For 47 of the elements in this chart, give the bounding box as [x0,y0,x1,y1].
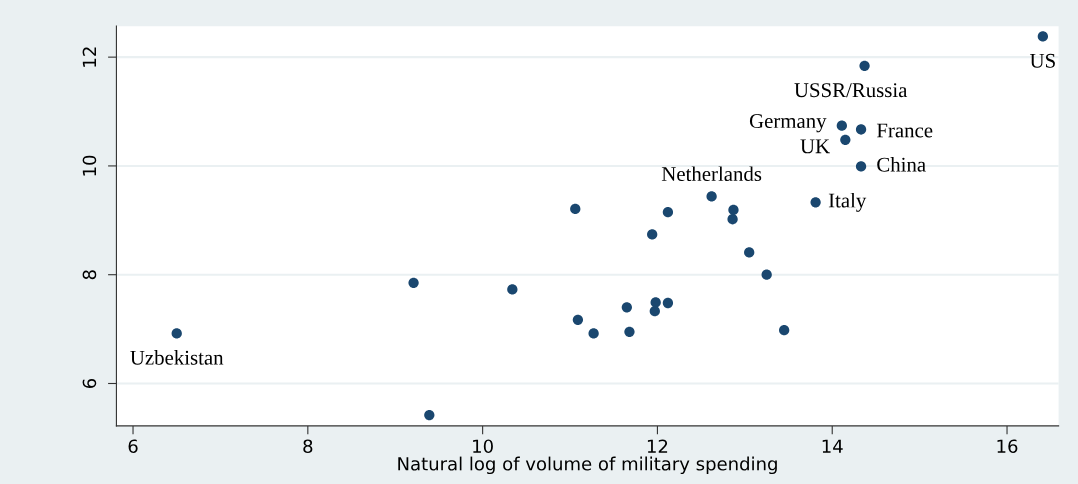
annotation: UK [800,139,830,154]
point [859,60,870,71]
point [588,328,599,339]
point [706,191,717,202]
point [744,247,755,258]
point [572,314,584,326]
point [507,284,518,295]
x-tick-label: 14 [822,439,843,453]
y-tick-label: 6 [82,378,97,388]
point [650,297,661,308]
point [728,204,739,216]
point [761,269,772,280]
point [171,328,182,339]
point [647,229,658,240]
annotation: USSR/Russia [794,83,908,98]
y-tick-label: 12 [82,47,96,67]
point [855,161,867,172]
point [840,134,851,145]
point [424,409,435,421]
point [408,277,419,289]
point [662,297,674,309]
point [727,214,738,225]
annotation: Uzbekistan [130,350,224,365]
annotation: France [876,123,933,138]
annotation: US [1029,53,1055,68]
point [624,326,635,337]
point [662,207,674,218]
point [855,124,867,135]
point [810,197,821,208]
point [779,325,790,336]
x-tick-label: 10 [473,439,493,454]
x-axis-title: Natural log of volume of military spending [398,456,777,475]
point [649,306,660,317]
annotation: Italy [828,192,867,212]
annotation: Netherlands [661,166,762,182]
point [836,120,847,131]
y-tick-label: 8 [82,270,97,280]
y-tick-label: 10 [82,155,97,176]
x-tick-label: 8 [303,439,313,454]
x-tick-label: 16 [997,439,1018,454]
annotation: China [877,157,926,172]
x-tick-label: 12 [647,439,668,453]
x-tick-label: 6 [128,439,138,454]
point [621,302,632,313]
point [570,203,581,215]
annotation: Germany [749,114,827,133]
point [1037,31,1049,42]
